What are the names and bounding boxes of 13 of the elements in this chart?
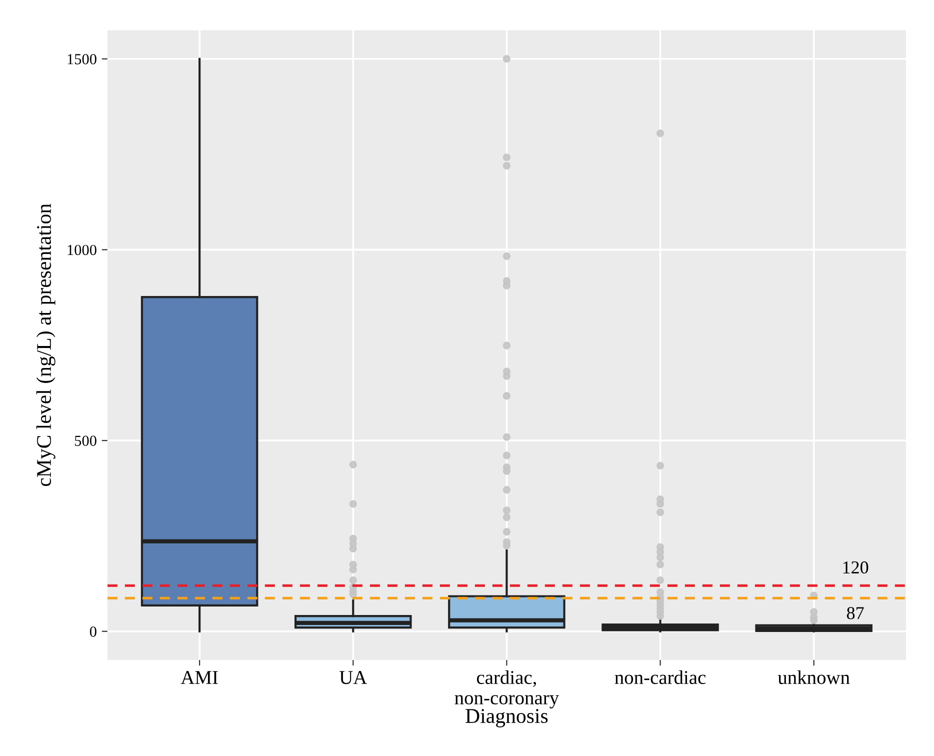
y-axis-title: cMyC level (ng/L) at presentation xyxy=(36,204,56,486)
x-axis-title: Diagnosis xyxy=(466,709,548,728)
ref-line-label: 120 xyxy=(843,561,868,574)
x-tick-label: AMI xyxy=(180,671,218,684)
x-tick-label: UA xyxy=(339,671,368,684)
y-tick-label: 1000 xyxy=(68,244,96,256)
ref-line-label: 87 xyxy=(846,607,864,620)
x-tick-label: non-cardiac xyxy=(614,670,706,684)
y-tick-label: 1500 xyxy=(68,54,96,64)
y-tick-label: 500 xyxy=(74,436,96,446)
x-tick-label: cardiac, non-coronary xyxy=(454,670,559,708)
x-tick-label: unknown xyxy=(778,670,850,684)
y-tick-label: 0 xyxy=(90,626,96,637)
